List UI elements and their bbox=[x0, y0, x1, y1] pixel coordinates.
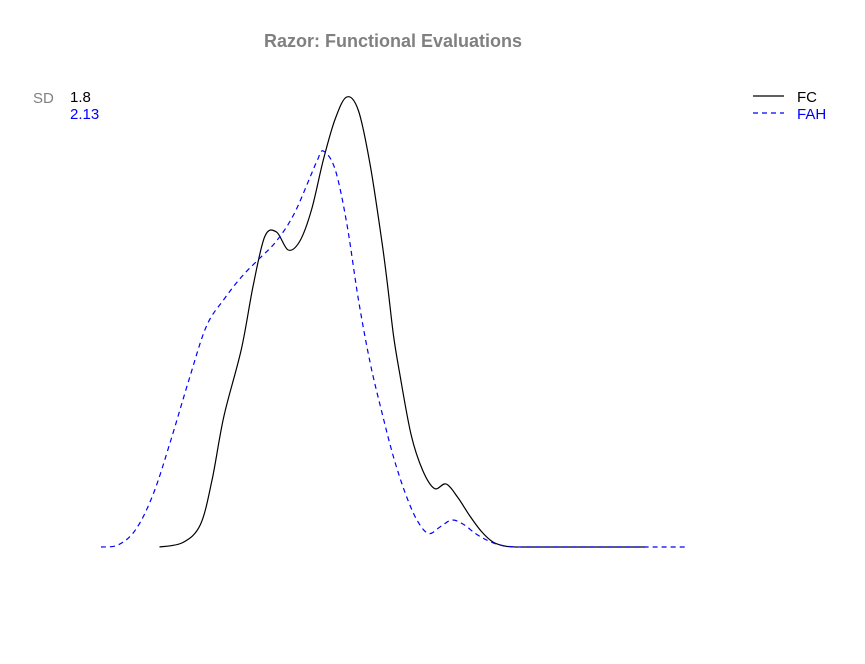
plot-area bbox=[100, 96, 686, 548]
sd-value-fc: 1.8 bbox=[70, 89, 91, 106]
legend-label-fc: FC bbox=[797, 89, 817, 106]
sd-value-fah: 2.13 bbox=[70, 106, 99, 123]
legend: FC FAH bbox=[753, 89, 826, 123]
legend-label-fah: FAH bbox=[797, 106, 826, 123]
density-line-fc bbox=[159, 96, 646, 548]
sd-label: SD bbox=[33, 90, 54, 107]
density-line-fah bbox=[100, 150, 686, 548]
chart-title: Razor: Functional Evaluations bbox=[264, 31, 522, 51]
